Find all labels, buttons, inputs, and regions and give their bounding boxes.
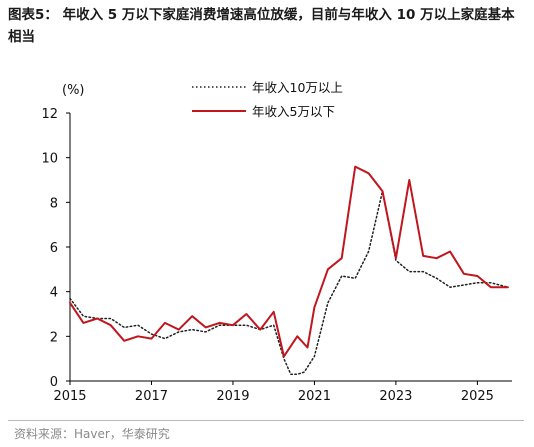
- legend-label-1: 年收入10万以上: [252, 80, 343, 95]
- y-axis-unit-label: (%): [62, 83, 85, 98]
- series-line-1: [69, 190, 509, 376]
- y-tick-label: 8: [50, 196, 58, 211]
- y-tick-label: 12: [41, 107, 58, 122]
- x-tick-label: 2023: [379, 389, 412, 404]
- source-note: 资料来源：Haver，华泰研究: [14, 427, 170, 441]
- chart-title: 图表5： 年收入 5 万以下家庭消费增速高位放缓，目前与年收入 10 万以上家庭…: [8, 7, 515, 45]
- series-lines: [69, 165, 509, 376]
- y-tick-label: 0: [50, 375, 58, 390]
- footer-divider: [8, 420, 524, 421]
- y-tick-label: 10: [41, 152, 58, 167]
- y-tick-label: 2: [50, 330, 58, 345]
- x-tick-label: 2017: [135, 389, 168, 404]
- y-tick-label: 6: [50, 241, 58, 256]
- tick-labels: 0 2 4 6 8 10 12 2015 2017 2019 2021 2023 2025 (%): [41, 83, 493, 404]
- y-tick-label: 4: [50, 286, 58, 301]
- x-tick-label: 2021: [298, 389, 331, 404]
- x-tick-label: 2015: [53, 389, 86, 404]
- legend-label-2: 年收入5万以下: [252, 104, 335, 119]
- x-tick-label: 2025: [461, 389, 494, 404]
- series-line-2: [69, 165, 509, 358]
- axes: [66, 112, 512, 385]
- x-tick-label: 2019: [216, 389, 249, 404]
